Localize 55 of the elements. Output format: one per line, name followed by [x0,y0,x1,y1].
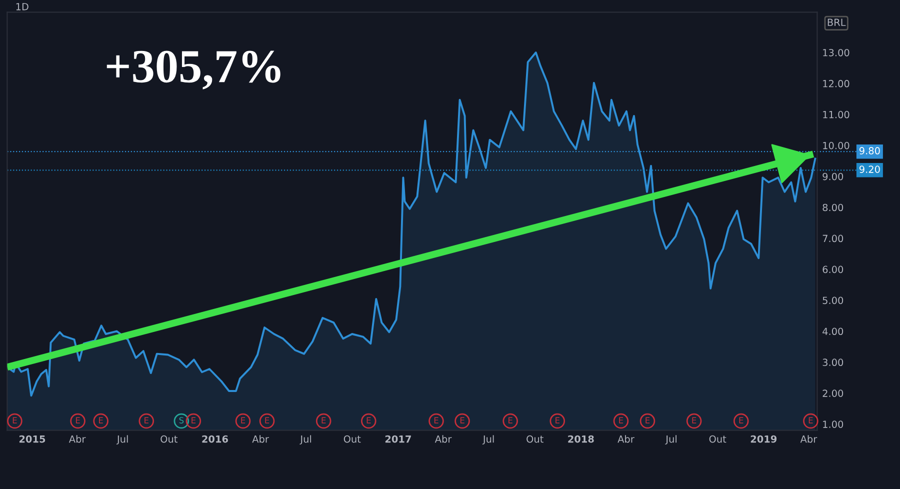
x-tick-label: Abr [434,435,452,443]
annotation: E [646,417,650,424]
x-tick-label: 2018 [568,435,594,443]
annotation: E [508,417,512,424]
annotation: E [265,417,270,424]
y-tick-label: 4.00 [822,328,844,336]
annotation: E [460,417,464,424]
y-tick-label: 10.00 [823,142,850,150]
y-tick-label: 6.00 [822,266,844,274]
y-tick-label: 2.00 [822,390,844,397]
y-tick-label: 1.00 [823,420,844,428]
x-tick-label: Jul [665,435,676,445]
x-tick-label: Abr [800,435,818,443]
annotation: E [241,417,246,424]
x-tick-label: Abr [68,435,86,443]
annotation: E [434,417,438,424]
y-tick-label: 9.00 [822,172,844,180]
x-tick-label: 2017 [385,435,411,443]
y-tick-label: 7.00 [822,234,844,242]
y-tick-label: 3.00 [822,358,844,366]
x-tick-label: Out [160,435,178,443]
annotation: S [179,417,184,424]
annotation: E [366,417,371,424]
x-tick-label: Out [709,435,726,443]
x-tick-label: Jul [482,435,494,445]
y-tick-label: 11.00 [823,110,850,118]
y-axis-title: BRL [828,18,846,26]
x-tick-label: Out [526,435,544,443]
x-tick-label: Jul [116,435,128,445]
annotation: E [739,417,744,424]
x-tick-label: Jul [300,435,312,445]
annotation: E [144,417,148,424]
y-tick-label: 8.00 [822,204,844,212]
x-tick-label: Out [344,435,361,443]
annotation: E [192,417,196,424]
annotation: +305,7% [106,50,280,90]
y-tick-label: 12.00 [823,80,850,88]
y-tick-label: 13.00 [823,48,850,56]
annotation: E [99,417,103,424]
annotation: E [808,417,813,424]
annotation: E [556,417,560,424]
annotation: E [692,417,696,424]
annotation: E [619,417,624,424]
x-tick-label: 2016 [202,435,228,443]
x-tick-label: 2015 [19,435,46,443]
x-tick-label: Abr [252,435,269,443]
ref-line-label: 9.80 [859,147,880,154]
annotation: E [76,417,80,424]
annotation: E [12,417,17,424]
x-tick-label: 2019 [750,435,777,443]
y-tick-label: 5.00 [822,296,844,304]
chart-title: 1D [16,3,28,10]
x-tick-label: Abr [618,435,634,443]
ref-line-label: 9.20 [859,166,880,173]
annotation: E [322,417,326,424]
